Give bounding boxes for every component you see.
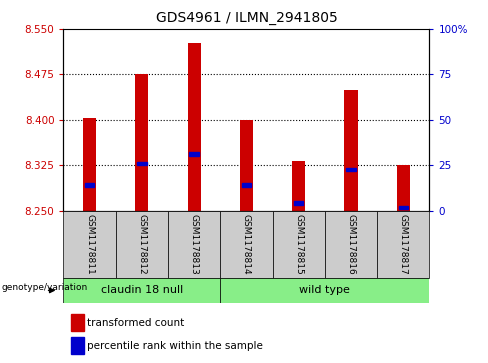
- Text: GSM1178815: GSM1178815: [294, 214, 303, 274]
- Title: GDS4961 / ILMN_2941805: GDS4961 / ILMN_2941805: [156, 11, 337, 25]
- Bar: [135, 74, 148, 211]
- FancyBboxPatch shape: [63, 211, 116, 278]
- Text: GSM1178811: GSM1178811: [85, 214, 94, 274]
- Text: GSM1178816: GSM1178816: [346, 214, 356, 274]
- Text: claudin 18 null: claudin 18 null: [101, 285, 183, 295]
- FancyBboxPatch shape: [377, 211, 429, 278]
- FancyBboxPatch shape: [220, 211, 273, 278]
- Text: wild type: wild type: [300, 285, 350, 295]
- Bar: [85, 183, 94, 187]
- Bar: [346, 168, 356, 171]
- Text: transformed count: transformed count: [87, 318, 184, 328]
- Bar: [242, 183, 251, 187]
- Text: GSM1178813: GSM1178813: [190, 214, 199, 274]
- Text: GSM1178812: GSM1178812: [137, 214, 146, 274]
- Bar: [397, 165, 410, 211]
- Bar: [399, 206, 408, 209]
- FancyBboxPatch shape: [116, 211, 168, 278]
- Bar: [189, 152, 199, 156]
- FancyBboxPatch shape: [63, 278, 220, 303]
- Bar: [71, 337, 83, 354]
- Text: genotype/variation: genotype/variation: [1, 284, 87, 292]
- Bar: [187, 43, 201, 211]
- Bar: [294, 201, 304, 205]
- Text: GSM1178814: GSM1178814: [242, 214, 251, 274]
- Bar: [292, 161, 305, 211]
- FancyBboxPatch shape: [168, 211, 220, 278]
- Bar: [71, 314, 83, 331]
- FancyBboxPatch shape: [325, 211, 377, 278]
- FancyBboxPatch shape: [273, 211, 325, 278]
- Text: percentile rank within the sample: percentile rank within the sample: [87, 340, 263, 351]
- FancyBboxPatch shape: [220, 278, 429, 303]
- Bar: [83, 118, 96, 211]
- Bar: [137, 162, 146, 165]
- Text: GSM1178817: GSM1178817: [399, 214, 408, 274]
- Bar: [240, 120, 253, 211]
- Bar: [345, 90, 358, 211]
